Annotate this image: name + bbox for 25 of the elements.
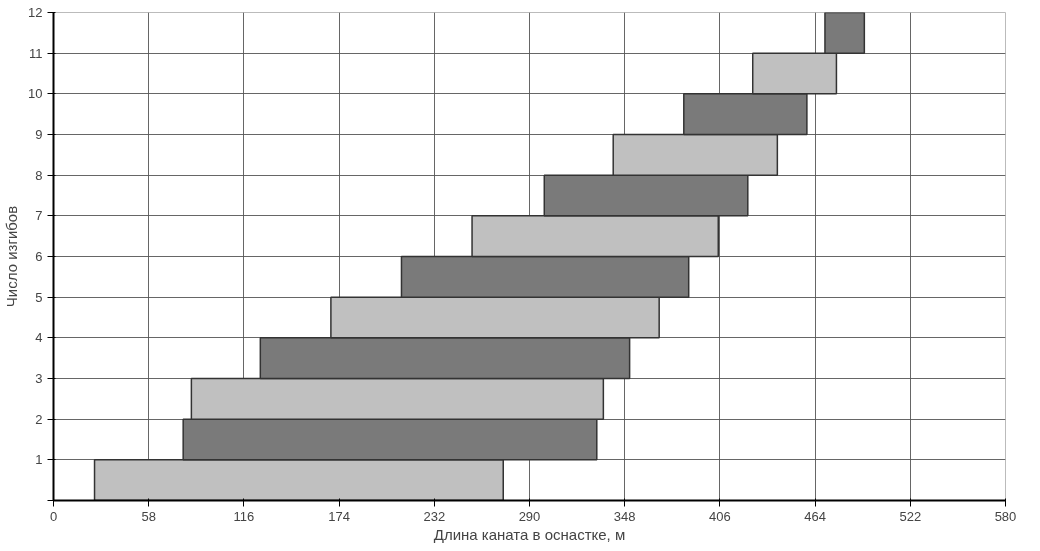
- x-tick-label: 348: [613, 508, 636, 524]
- x-tick-label: 232: [423, 508, 446, 524]
- y-tick-label: 1: [35, 452, 43, 468]
- y-tick-label: 5: [35, 289, 43, 305]
- x-tick-label: 464: [804, 508, 826, 524]
- x-tick-label: 174: [328, 508, 350, 524]
- x-axis-title: Длина каната в оснастке, м: [433, 525, 626, 543]
- x-tick-label: 580: [994, 508, 1017, 524]
- x-tick-label: 522: [899, 508, 922, 524]
- x-tick-label: 406: [709, 508, 731, 524]
- x-tick-label: 290: [518, 508, 541, 524]
- y-tick-label: 2: [35, 411, 43, 427]
- y-axis-title: Число изгибов: [3, 205, 21, 308]
- x-tick-label: 0: [49, 508, 58, 524]
- x-tick-label: 116: [233, 508, 255, 524]
- y-tick-label: 8: [35, 167, 43, 183]
- x-tick-label: 58: [141, 508, 156, 524]
- y-tick-label: 3: [35, 371, 43, 386]
- y-tick-label: 6: [35, 249, 43, 264]
- y-tick-label: 4: [35, 330, 43, 346]
- y-tick-label: 12: [28, 5, 43, 20]
- y-tick-label: 11: [29, 45, 43, 61]
- y-tick-label: 10: [28, 86, 43, 102]
- y-tick-label: 9: [35, 127, 43, 142]
- y-tick-label: 7: [35, 208, 43, 224]
